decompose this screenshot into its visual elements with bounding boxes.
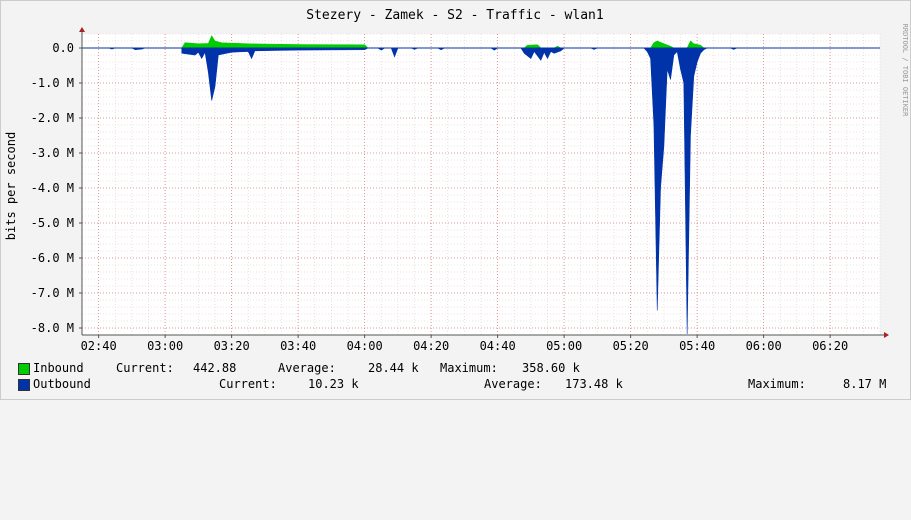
legend-name-outbound: Outbound [33, 377, 91, 391]
y-tick-label: -4.0 M [31, 181, 74, 195]
x-tick-label: 03:40 [280, 339, 316, 353]
y-tick-label: -3.0 M [31, 146, 74, 160]
legend-current-outbound: 10.23 k [308, 377, 359, 391]
x-tick-label: 06:20 [812, 339, 848, 353]
y-tick-label: -7.0 M [31, 286, 74, 300]
traffic-chart: 02:40 03:00 03:20 03:40 04:00 04:20 04:40 05:00… [0, 0, 911, 400]
axes [79, 27, 889, 338]
legend-inbound: Inbound Current: 442.88 Average: 28.44 k… [0, 360, 911, 376]
x-tick-label: 05:40 [679, 339, 715, 353]
legend-current-label-inbound: Current: [116, 361, 174, 375]
y-tick-labels: 0.0 -1.0 M -2.0 M -3.0 M -4.0 M -5.0 M -6.0 M -… [31, 41, 74, 335]
legend-average-inbound: 28.44 k [368, 361, 419, 375]
legend-current-inbound: 442.88 [193, 361, 237, 375]
legend-maximum-outbound: 8.17 M [843, 377, 887, 391]
y-axis-label: bits per second [4, 132, 18, 240]
legend-name-inbound: Inbound [33, 361, 84, 375]
x-tick-label: 04:40 [480, 339, 516, 353]
legend-current-label-outbound: Current: [219, 377, 277, 391]
chart-title: Stezery - Zamek - S2 - Traffic - wlan1 [306, 8, 603, 23]
x-tick-label: 06:00 [746, 339, 782, 353]
x-tick-label: 02:40 [81, 339, 117, 353]
legend-average-outbound: 173.48 k [565, 377, 623, 391]
grid-lines [81, 33, 881, 336]
x-tick-label: 03:20 [214, 339, 250, 353]
legend-average-label-inbound: Average: [278, 361, 336, 375]
y-tick-label: -8.0 M [31, 321, 74, 335]
legend-maximum-label-outbound: Maximum: [748, 377, 806, 391]
y-tick-label: -1.0 M [31, 76, 74, 90]
legend-maximum-inbound: 358.60 k [522, 361, 580, 375]
y-tick-label: -6.0 M [31, 251, 74, 265]
legend-swatch-inbound [18, 363, 30, 375]
x-tick-label: 04:20 [413, 339, 449, 353]
y-tick-label: -5.0 M [31, 216, 74, 230]
x-tick-label: 05:20 [613, 339, 649, 353]
rrdtool-credit: RRDTOOL / TOBI OETIKER [901, 24, 909, 118]
x-axis-arrow [884, 332, 889, 338]
x-tick-label: 04:00 [347, 339, 383, 353]
y-tick-label: 0.0 [52, 41, 74, 55]
y-tick-label: -2.0 M [31, 111, 74, 125]
legend-swatch-outbound [18, 379, 30, 391]
x-tick-label: 03:00 [147, 339, 183, 353]
x-tick-label: 05:00 [546, 339, 582, 353]
legend-average-label-outbound: Average: [484, 377, 542, 391]
legend-maximum-label-inbound: Maximum: [440, 361, 498, 375]
y-axis-arrow [79, 27, 85, 32]
legend-outbound: Outbound Current: 10.23 k Average: 173.4… [0, 376, 911, 392]
x-tick-labels: 02:40 03:00 03:20 03:40 04:00 04:20 04:40 05:00… [81, 339, 849, 353]
